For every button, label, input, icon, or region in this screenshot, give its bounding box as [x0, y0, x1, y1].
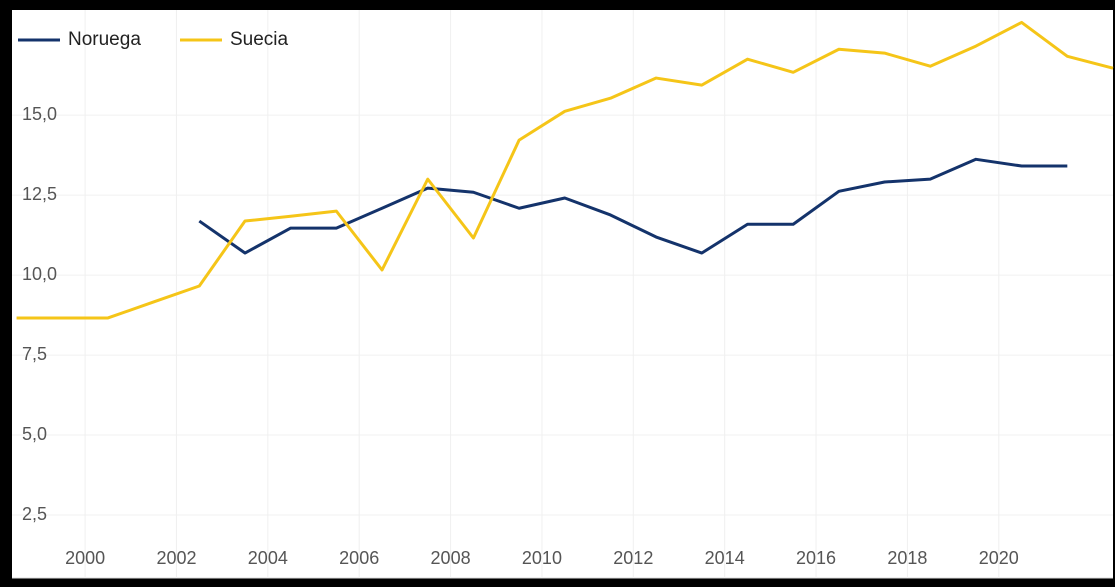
x-tick-label: 2016 [796, 548, 836, 568]
y-tick-label: 10,0 [22, 264, 57, 284]
x-tick-label: 2020 [979, 548, 1019, 568]
y-tick-label: 2,5 [22, 504, 47, 524]
x-tick-label: 2012 [613, 548, 653, 568]
series-line [198, 157, 1068, 255]
x-tick-label: 2004 [248, 548, 288, 568]
x-tick-label: 2006 [339, 548, 379, 568]
y-tick-label: 5,0 [22, 424, 47, 444]
series-lines [16, 20, 1114, 320]
x-tick-label: 2014 [705, 548, 745, 568]
y-tick-label: 7,5 [22, 344, 47, 364]
y-tick-label: 12,5 [22, 184, 57, 204]
y-tick-label: 15,0 [22, 104, 57, 124]
plot-background [12, 10, 1113, 578]
x-tick-label: 2010 [522, 548, 562, 568]
series-line [16, 20, 1114, 320]
x-tick-label: 2018 [887, 548, 927, 568]
legend-label: Noruega [68, 29, 141, 50]
legend-label: Suecia [230, 29, 289, 50]
x-tick-label: 2008 [431, 548, 471, 568]
x-tick-label: 2002 [156, 548, 196, 568]
x-tick-label: 2000 [65, 548, 105, 568]
grid [12, 10, 1113, 578]
labels: 2,5 5,0 7,5 10,0 12,5 15,0 2000 2002 2004 2006 200… [18, 29, 1019, 568]
